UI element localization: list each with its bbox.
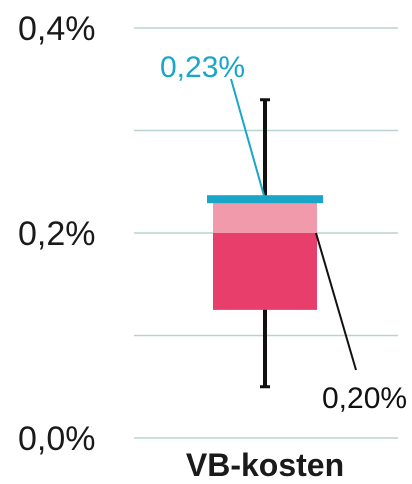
- annotation-label: 0,23%: [160, 51, 245, 84]
- box-plot: [207, 98, 323, 389]
- annotation-label: 0,20%: [322, 382, 407, 415]
- category-label: VB-kosten: [186, 447, 344, 483]
- annotation-leader-line: [230, 78, 266, 200]
- y-tick-label: 0,4%: [18, 10, 96, 48]
- annotation-leader-line: [315, 232, 357, 371]
- box-upper: [213, 202, 317, 233]
- y-tick-label: 0,2%: [18, 215, 96, 253]
- y-tick-labels: 0,0% 0,2% 0,4%: [18, 10, 96, 458]
- y-tick-label: 0,0%: [18, 420, 96, 458]
- box-lower: [213, 233, 317, 310]
- annotations: 0,23% 0,20%: [160, 51, 407, 415]
